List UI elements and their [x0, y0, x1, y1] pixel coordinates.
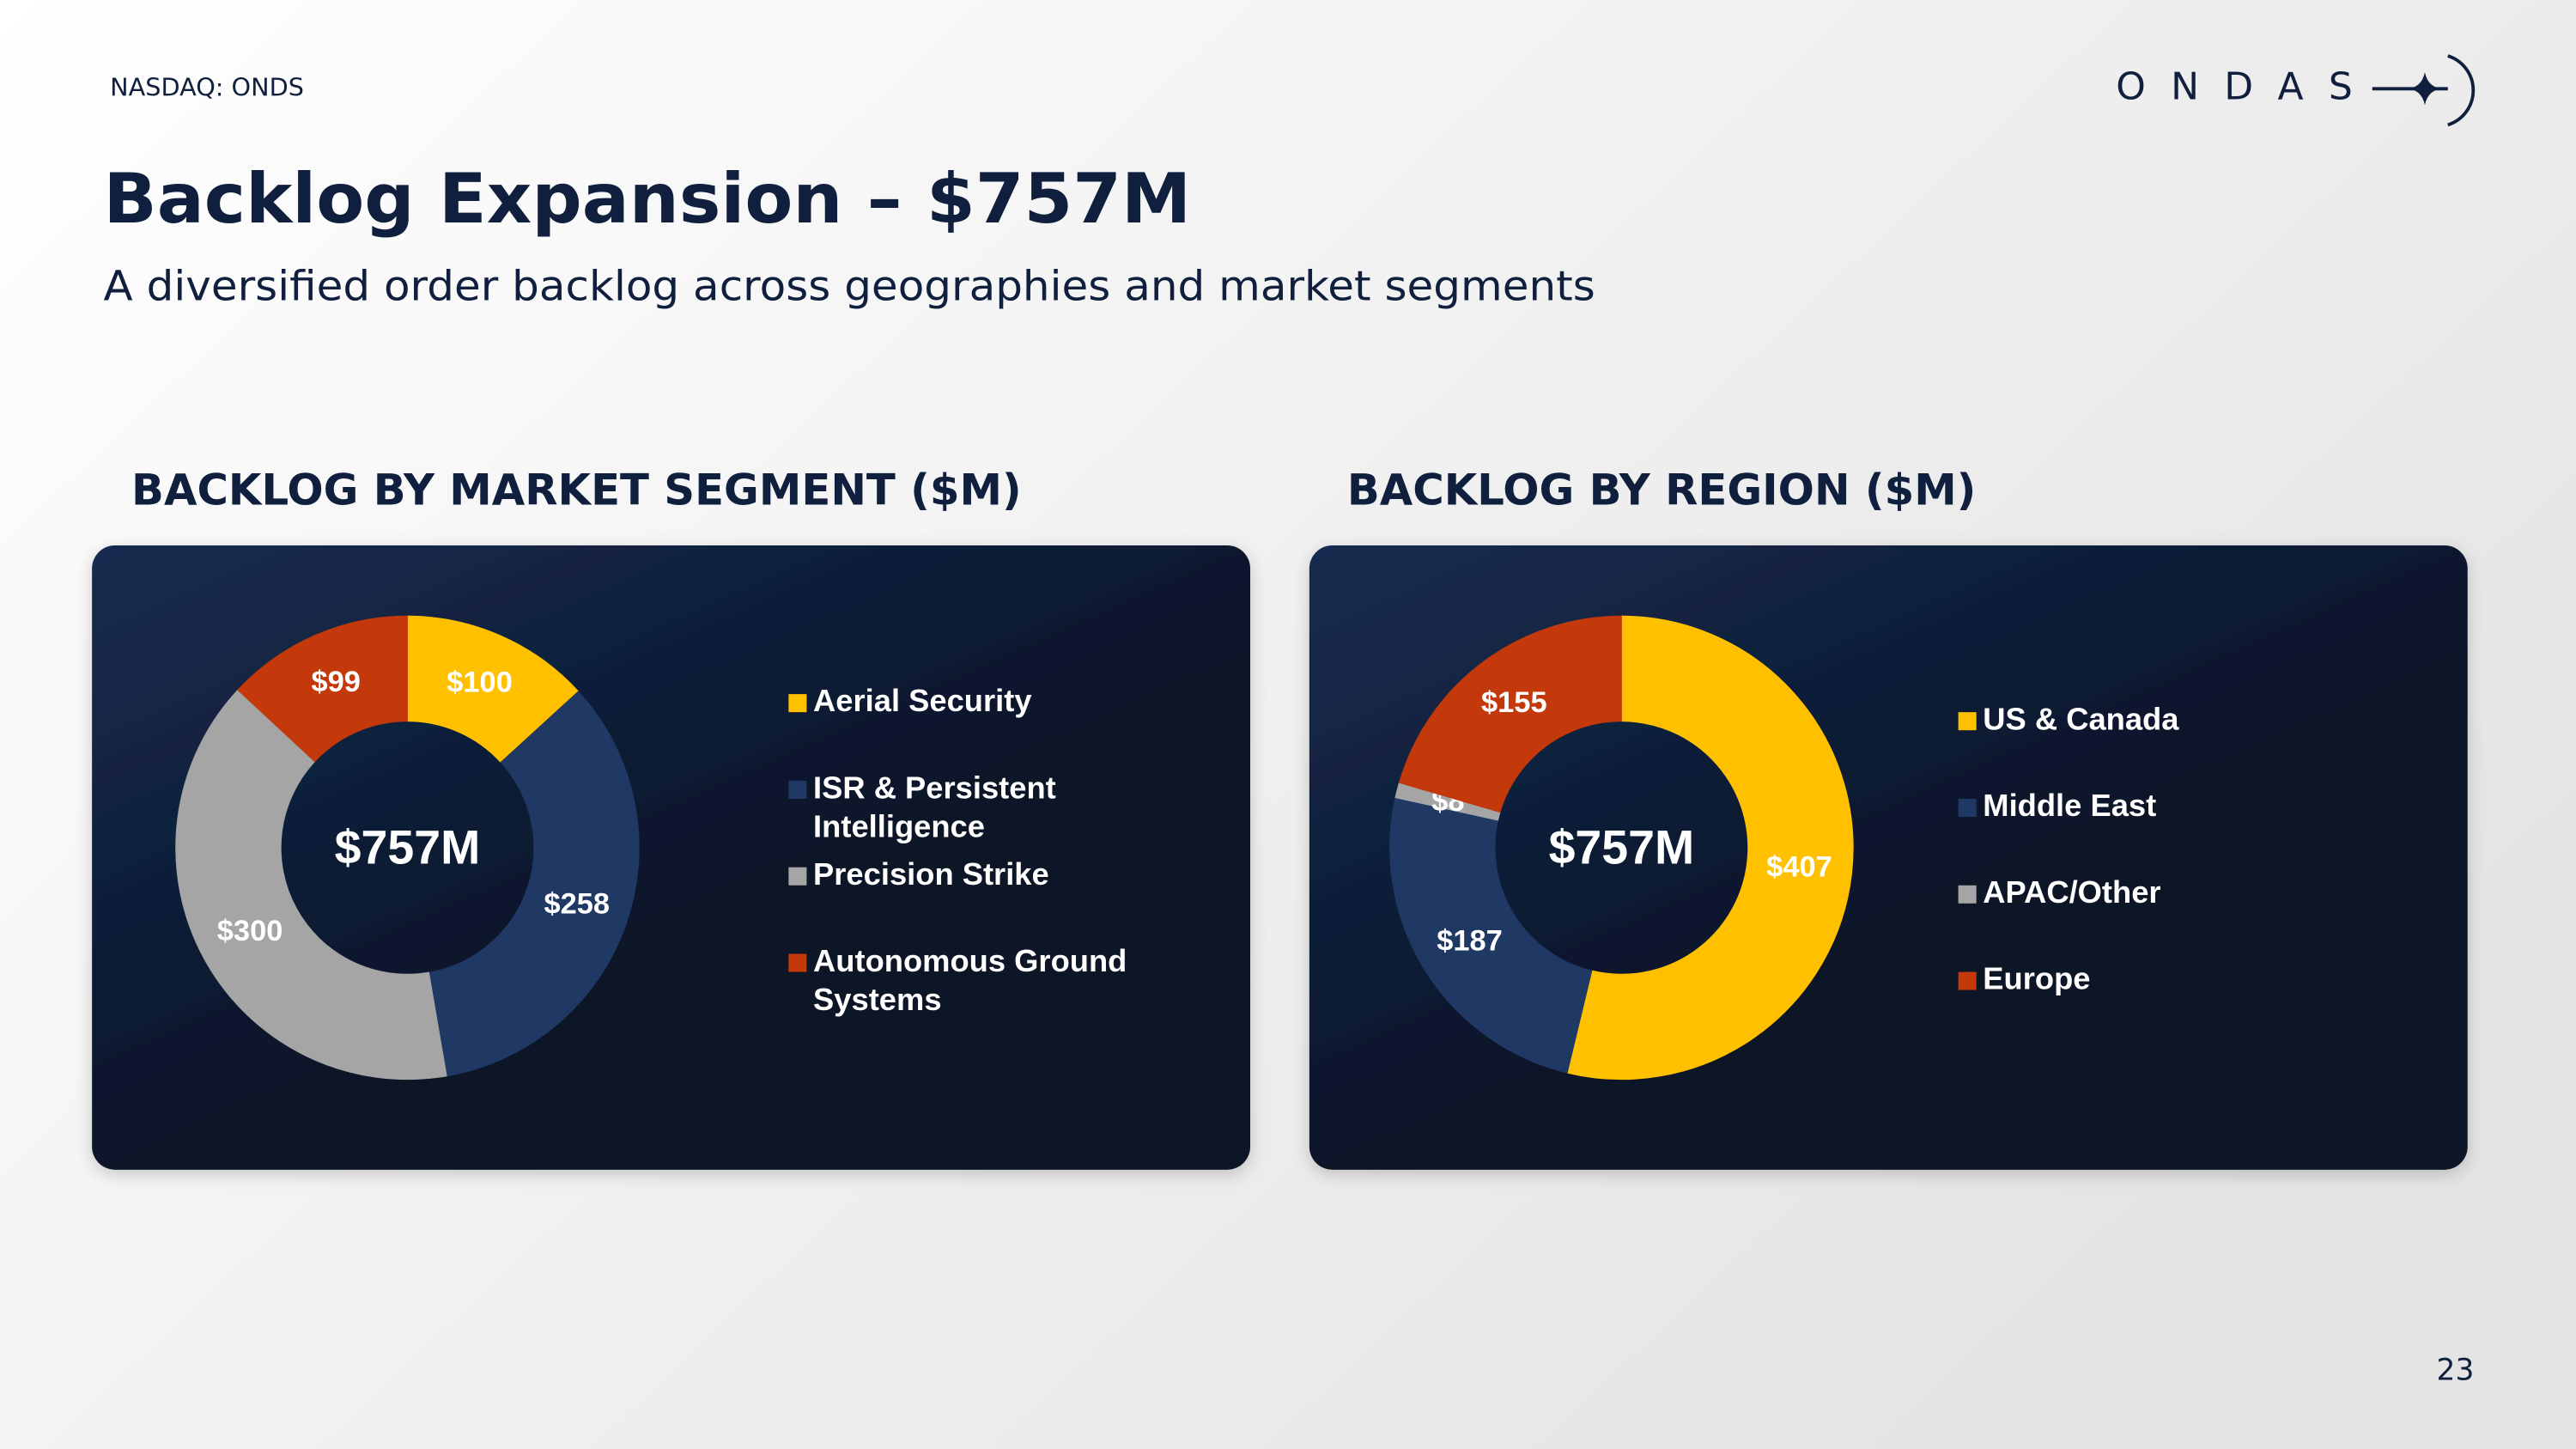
center-label: $757M — [335, 820, 481, 874]
chart-title: BACKLOG BY MARKET SEGMENT ($M) — [131, 465, 1022, 514]
data-label: $100 — [447, 666, 513, 698]
chart-title: BACKLOG BY REGION ($M) — [1347, 465, 1977, 514]
legend-label: APAC/Other — [1983, 874, 2160, 910]
legend-label: Aerial Security — [813, 683, 1032, 718]
legend-swatch — [788, 694, 807, 713]
page-number: 23 — [2437, 1354, 2475, 1388]
legend-label: ISR & Persistent Intelligence — [813, 770, 1065, 843]
donut-segment — [175, 689, 447, 1081]
legend-swatch — [1958, 885, 1977, 904]
legend-label: Autonomous Ground Systems — [813, 943, 1135, 1017]
legend-swatch — [788, 780, 807, 799]
data-label: $99 — [311, 666, 360, 698]
legend-label: Middle East — [1983, 788, 2156, 823]
title: Backlog Expansion – $757M — [104, 158, 1192, 239]
legend-label: Precision Strike — [813, 856, 1049, 892]
data-label: $155 — [1481, 686, 1547, 719]
ticker: NASDAQ: ONDS — [110, 72, 304, 101]
legend-label: US & Canada — [1983, 701, 2179, 736]
donut-segment — [1398, 615, 1622, 813]
data-label: $300 — [217, 915, 283, 947]
donut-segment — [428, 691, 640, 1077]
subtitle: A diversified order backlog across geogr… — [104, 264, 1595, 311]
donut-segment — [237, 615, 408, 763]
legend-label: Europe — [1983, 961, 2090, 996]
legend-swatch — [1958, 971, 1977, 990]
center-label: $757M — [1549, 820, 1695, 874]
donut-segment — [1389, 797, 1593, 1074]
legend-swatch — [788, 867, 807, 886]
legend-swatch — [1958, 798, 1977, 817]
data-label: $187 — [1437, 924, 1503, 957]
data-label: $258 — [544, 888, 610, 921]
legend-swatch — [788, 953, 807, 972]
logo-mark — [2372, 54, 2476, 127]
legend-swatch — [1958, 712, 1977, 731]
data-label: $407 — [1766, 851, 1832, 884]
donut-segment — [1566, 615, 1854, 1081]
